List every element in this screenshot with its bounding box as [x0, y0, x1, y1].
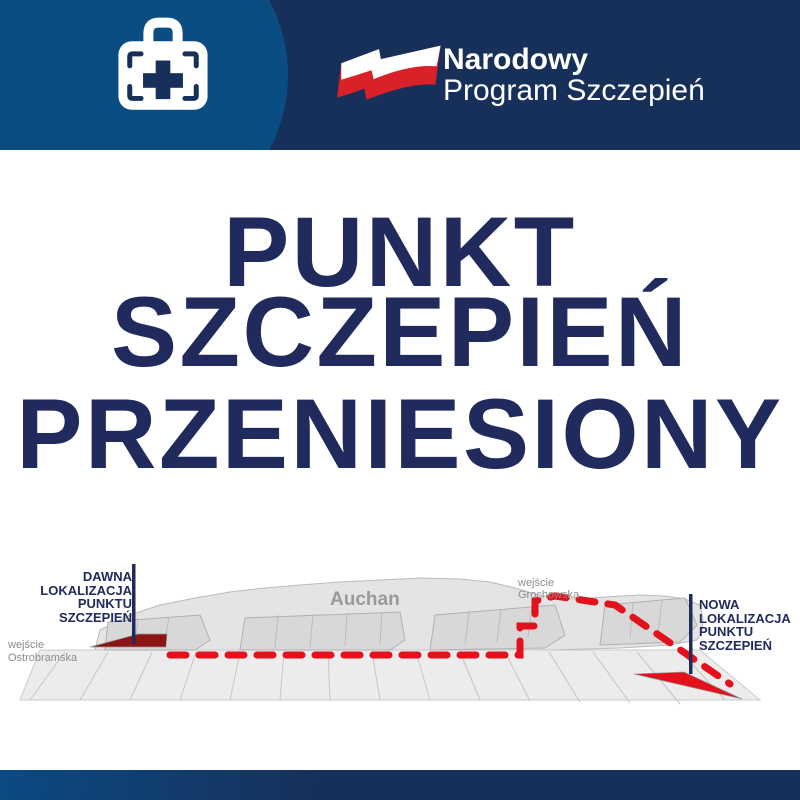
svg-text:wejście: wejście: [517, 577, 554, 589]
svg-text:Ostrobramska: Ostrobramska: [8, 652, 78, 664]
svg-text:Auchan: Auchan: [330, 589, 400, 610]
svg-text:Grochowska: Grochowska: [518, 589, 580, 601]
svg-text:wejście: wejście: [7, 639, 44, 651]
